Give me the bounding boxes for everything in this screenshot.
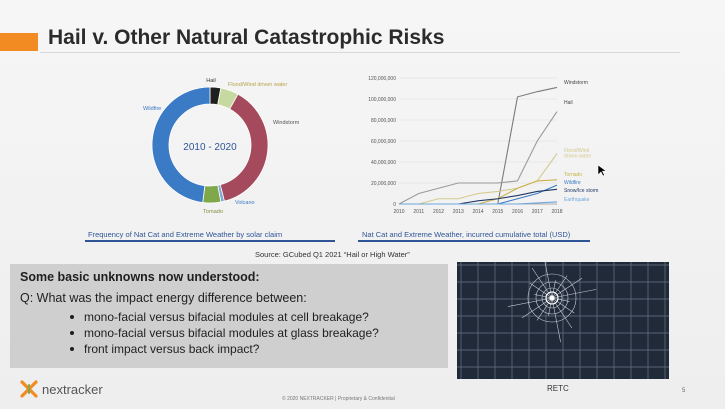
legend-label: Earthquake — [564, 197, 590, 203]
cracked-module-image — [457, 262, 669, 379]
y-tick-label: 60,000,000 — [371, 139, 396, 145]
y-tick-label: 0 — [393, 202, 396, 208]
donut-slice-label: Flood/Wind driven water — [228, 82, 287, 88]
donut-caption: Frequency of Nat Cat and Extreme Weather… — [88, 230, 283, 239]
linechart-caption-rule — [358, 240, 590, 242]
footer-confidential: © 2020 NEXTRACKER | Proprietary & Confid… — [282, 396, 395, 402]
donut-caption-rule — [85, 240, 335, 242]
slide-title: Hail v. Other Natural Catastrophic Risks — [48, 26, 445, 49]
donut-slice-label: Hail — [206, 78, 215, 84]
list-item: mono-facial versus bifacial modules at c… — [70, 309, 379, 325]
donut-slice-wildfire — [151, 86, 211, 203]
series-line-snow-ice-storm — [399, 188, 558, 205]
legend-label: Windstorm — [564, 80, 588, 86]
series-line-windstorm — [399, 86, 558, 205]
series-line-hail — [398, 111, 558, 205]
x-tick-label: 2017 — [532, 209, 543, 215]
title-divider — [40, 52, 680, 53]
legend-label: Flood/Wind — [564, 148, 590, 154]
donut-slice-label: Volcano — [235, 200, 255, 206]
donut-slice-label: Tornado — [203, 209, 223, 215]
nextracker-x-logo-icon — [20, 380, 38, 398]
legend-label: Tornado — [564, 172, 582, 178]
list-item: mono-facial versus bifacial modules at g… — [70, 325, 379, 341]
list-item: front impact versus back impact? — [70, 341, 379, 357]
series-line-earthquake — [399, 201, 558, 205]
y-tick-label: 40,000,000 — [371, 160, 396, 166]
donut-slice-tornado — [202, 184, 222, 204]
legend-label: Hail — [564, 100, 573, 106]
y-tick-label: 100,000,000 — [368, 97, 396, 103]
x-tick-label: 2011 — [413, 209, 424, 215]
donut-chart: 2010 - 2020 Hail Flood/Wind driven water W… — [143, 78, 300, 215]
bullet-list: mono-facial versus bifacial modules at c… — [70, 309, 379, 357]
series-line-flood-wind-driven-water — [399, 153, 558, 205]
title-accent-bar — [0, 33, 38, 51]
y-tick-label: 80,000,000 — [371, 118, 396, 124]
mouse-cursor-icon — [597, 164, 608, 177]
y-tick-label: 120,000,000 — [368, 76, 396, 82]
logo-text: nextracker — [42, 382, 103, 397]
x-tick-label: 2014 — [472, 209, 483, 215]
donut-slice-label: Wildfire — [143, 106, 161, 112]
legend-label: driven water — [564, 154, 592, 160]
line-chart: 0 20,000,000 40,000,000 60,000,000 80,000,00… — [368, 76, 608, 215]
page-number: 5 — [682, 388, 686, 394]
nextracker-logo: nextracker — [20, 378, 140, 402]
x-tick-label: 2018 — [551, 209, 562, 215]
panel-heading: Some basic unknowns now understood: — [20, 270, 260, 284]
x-tick-label: 2010 — [393, 209, 404, 215]
linechart-caption: Nat Cat and Extreme Weather, incurred cu… — [362, 230, 571, 239]
donut-center-label: 2010 - 2020 — [183, 142, 237, 153]
donut-slice-label: Windstorm — [273, 120, 300, 126]
x-tick-label: 2013 — [453, 209, 464, 215]
source-citation: Source: GCubed Q1 2021 “Hail or High Wat… — [255, 250, 410, 259]
unknowns-panel: Some basic unknowns now understood: Q: W… — [10, 264, 448, 368]
photo-caption: RETC — [547, 384, 569, 393]
x-tick-label: 2016 — [512, 209, 523, 215]
panel-question: Q: What was the impact energy difference… — [20, 291, 307, 305]
legend-label: Snow/Ice storm — [564, 188, 598, 194]
hail-impact-photo — [457, 262, 669, 379]
y-tick-label: 20,000,000 — [371, 181, 396, 187]
x-tick-label: 2015 — [492, 209, 503, 215]
legend-label: Wildfire — [564, 180, 581, 186]
x-tick-label: 2012 — [433, 209, 444, 215]
